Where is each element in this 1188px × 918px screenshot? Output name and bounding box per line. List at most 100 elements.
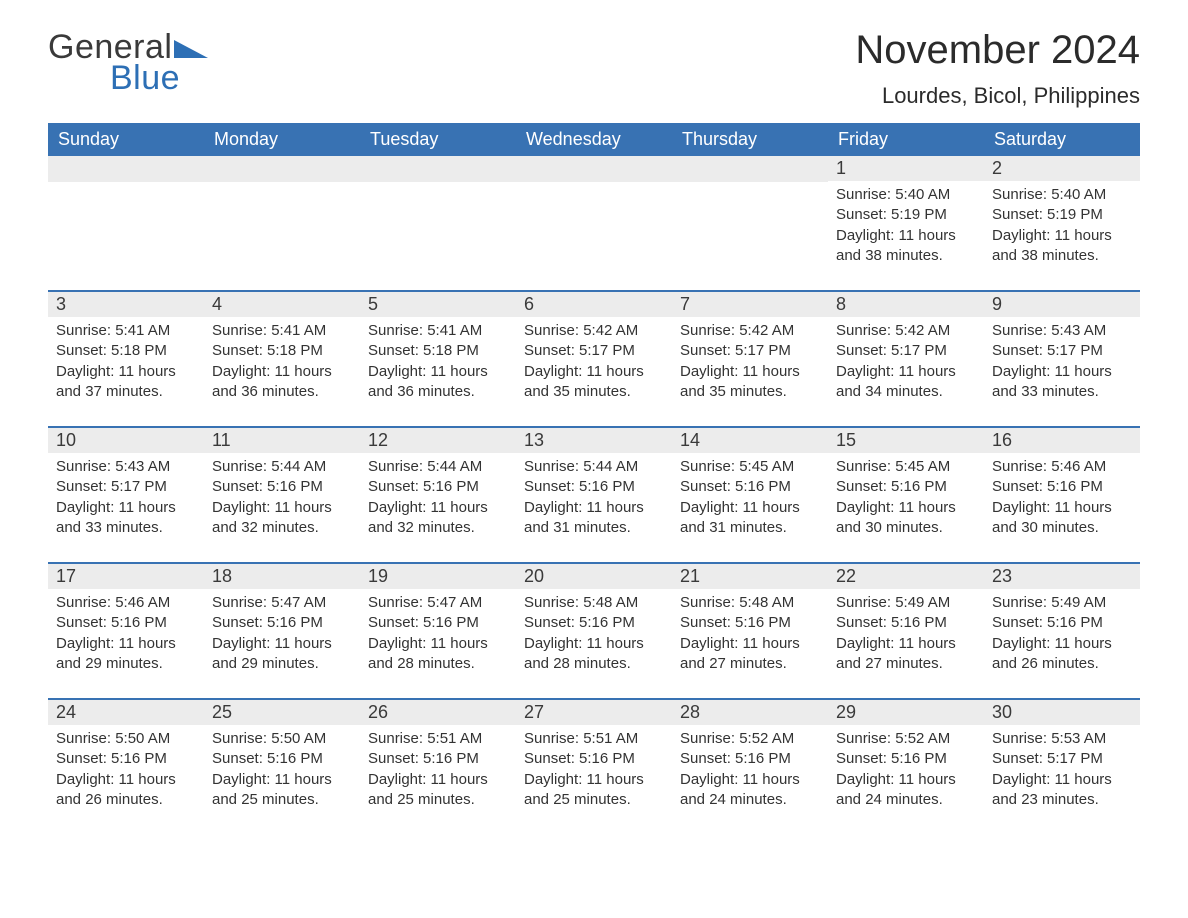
day-details: Sunrise: 5:41 AMSunset: 5:18 PMDaylight:…	[360, 317, 516, 402]
day-details: Sunrise: 5:44 AMSunset: 5:16 PMDaylight:…	[204, 453, 360, 538]
day-number: 21	[672, 562, 828, 589]
sunset-line: Sunset: 5:17 PM	[992, 341, 1132, 361]
day-number: 12	[360, 426, 516, 453]
calendar-day-cell: 20Sunrise: 5:48 AMSunset: 5:16 PMDayligh…	[516, 562, 672, 698]
daylight-line: Daylight: 11 hours and 25 minutes.	[368, 770, 508, 811]
day-number: 5	[360, 290, 516, 317]
daylight-line: Daylight: 11 hours and 38 minutes.	[992, 226, 1132, 267]
daynum-bar-empty	[672, 156, 828, 182]
sunrise-line: Sunrise: 5:52 AM	[680, 729, 820, 749]
day-number: 25	[204, 698, 360, 725]
day-number: 4	[204, 290, 360, 317]
calendar-day-cell: 10Sunrise: 5:43 AMSunset: 5:17 PMDayligh…	[48, 426, 204, 562]
sunrise-line: Sunrise: 5:41 AM	[368, 321, 508, 341]
calendar-day-cell: 17Sunrise: 5:46 AMSunset: 5:16 PMDayligh…	[48, 562, 204, 698]
day-number: 18	[204, 562, 360, 589]
weekday-header: Friday	[828, 123, 984, 156]
logo-text-blue: Blue	[110, 59, 208, 98]
daylight-line: Daylight: 11 hours and 36 minutes.	[368, 362, 508, 403]
sunset-line: Sunset: 5:16 PM	[524, 749, 664, 769]
calendar-day-cell: 15Sunrise: 5:45 AMSunset: 5:16 PMDayligh…	[828, 426, 984, 562]
calendar-week-row: 10Sunrise: 5:43 AMSunset: 5:17 PMDayligh…	[48, 426, 1140, 562]
calendar-week-row: 24Sunrise: 5:50 AMSunset: 5:16 PMDayligh…	[48, 698, 1140, 834]
day-details: Sunrise: 5:53 AMSunset: 5:17 PMDaylight:…	[984, 725, 1140, 810]
day-details: Sunrise: 5:45 AMSunset: 5:16 PMDaylight:…	[828, 453, 984, 538]
day-details: Sunrise: 5:43 AMSunset: 5:17 PMDaylight:…	[984, 317, 1140, 402]
weekday-header: Monday	[204, 123, 360, 156]
daylight-line: Daylight: 11 hours and 30 minutes.	[992, 498, 1132, 539]
calendar-week-row: 3Sunrise: 5:41 AMSunset: 5:18 PMDaylight…	[48, 290, 1140, 426]
day-details: Sunrise: 5:49 AMSunset: 5:16 PMDaylight:…	[828, 589, 984, 674]
day-details: Sunrise: 5:42 AMSunset: 5:17 PMDaylight:…	[828, 317, 984, 402]
daylight-line: Daylight: 11 hours and 34 minutes.	[836, 362, 976, 403]
sunrise-line: Sunrise: 5:50 AM	[212, 729, 352, 749]
sunrise-line: Sunrise: 5:40 AM	[992, 185, 1132, 205]
sunset-line: Sunset: 5:16 PM	[680, 613, 820, 633]
calendar-day-cell: 12Sunrise: 5:44 AMSunset: 5:16 PMDayligh…	[360, 426, 516, 562]
day-number: 17	[48, 562, 204, 589]
day-number: 23	[984, 562, 1140, 589]
calendar-empty-cell	[516, 156, 672, 290]
sunset-line: Sunset: 5:16 PM	[212, 749, 352, 769]
daylight-line: Daylight: 11 hours and 30 minutes.	[836, 498, 976, 539]
calendar-day-cell: 1Sunrise: 5:40 AMSunset: 5:19 PMDaylight…	[828, 156, 984, 290]
day-number: 24	[48, 698, 204, 725]
daylight-line: Daylight: 11 hours and 24 minutes.	[680, 770, 820, 811]
sunset-line: Sunset: 5:16 PM	[836, 613, 976, 633]
day-number: 20	[516, 562, 672, 589]
day-details: Sunrise: 5:41 AMSunset: 5:18 PMDaylight:…	[48, 317, 204, 402]
day-details: Sunrise: 5:42 AMSunset: 5:17 PMDaylight:…	[516, 317, 672, 402]
sunrise-line: Sunrise: 5:46 AM	[56, 593, 196, 613]
sunrise-line: Sunrise: 5:41 AM	[212, 321, 352, 341]
sunrise-line: Sunrise: 5:47 AM	[212, 593, 352, 613]
sunset-line: Sunset: 5:16 PM	[992, 477, 1132, 497]
sunset-line: Sunset: 5:16 PM	[212, 613, 352, 633]
weekday-header: Thursday	[672, 123, 828, 156]
sunrise-line: Sunrise: 5:47 AM	[368, 593, 508, 613]
calendar-day-cell: 27Sunrise: 5:51 AMSunset: 5:16 PMDayligh…	[516, 698, 672, 834]
sunset-line: Sunset: 5:17 PM	[836, 341, 976, 361]
day-number: 27	[516, 698, 672, 725]
daylight-line: Daylight: 11 hours and 33 minutes.	[992, 362, 1132, 403]
daylight-line: Daylight: 11 hours and 33 minutes.	[56, 498, 196, 539]
logo: General Blue	[48, 28, 208, 98]
day-details: Sunrise: 5:40 AMSunset: 5:19 PMDaylight:…	[984, 181, 1140, 266]
day-number: 3	[48, 290, 204, 317]
daylight-line: Daylight: 11 hours and 26 minutes.	[56, 770, 196, 811]
calendar-day-cell: 6Sunrise: 5:42 AMSunset: 5:17 PMDaylight…	[516, 290, 672, 426]
day-details: Sunrise: 5:46 AMSunset: 5:16 PMDaylight:…	[48, 589, 204, 674]
day-number: 16	[984, 426, 1140, 453]
day-details: Sunrise: 5:52 AMSunset: 5:16 PMDaylight:…	[828, 725, 984, 810]
sunrise-line: Sunrise: 5:43 AM	[56, 457, 196, 477]
day-number: 13	[516, 426, 672, 453]
daynum-bar-empty	[204, 156, 360, 182]
day-details: Sunrise: 5:47 AMSunset: 5:16 PMDaylight:…	[360, 589, 516, 674]
calendar-day-cell: 18Sunrise: 5:47 AMSunset: 5:16 PMDayligh…	[204, 562, 360, 698]
day-details: Sunrise: 5:40 AMSunset: 5:19 PMDaylight:…	[828, 181, 984, 266]
day-number: 1	[828, 156, 984, 181]
day-details: Sunrise: 5:48 AMSunset: 5:16 PMDaylight:…	[672, 589, 828, 674]
sunset-line: Sunset: 5:17 PM	[992, 749, 1132, 769]
calendar-day-cell: 14Sunrise: 5:45 AMSunset: 5:16 PMDayligh…	[672, 426, 828, 562]
calendar-table: SundayMondayTuesdayWednesdayThursdayFrid…	[48, 123, 1140, 834]
sunset-line: Sunset: 5:16 PM	[836, 749, 976, 769]
daylight-line: Daylight: 11 hours and 38 minutes.	[836, 226, 976, 267]
weekday-header: Saturday	[984, 123, 1140, 156]
daylight-line: Daylight: 11 hours and 28 minutes.	[524, 634, 664, 675]
sunrise-line: Sunrise: 5:50 AM	[56, 729, 196, 749]
calendar-empty-cell	[204, 156, 360, 290]
day-details: Sunrise: 5:44 AMSunset: 5:16 PMDaylight:…	[360, 453, 516, 538]
calendar-body: 1Sunrise: 5:40 AMSunset: 5:19 PMDaylight…	[48, 156, 1140, 834]
calendar-header-row: SundayMondayTuesdayWednesdayThursdayFrid…	[48, 123, 1140, 156]
sunset-line: Sunset: 5:16 PM	[524, 613, 664, 633]
sunset-line: Sunset: 5:19 PM	[836, 205, 976, 225]
title-block: November 2024 Lourdes, Bicol, Philippine…	[855, 28, 1140, 109]
daylight-line: Daylight: 11 hours and 31 minutes.	[524, 498, 664, 539]
sunrise-line: Sunrise: 5:49 AM	[836, 593, 976, 613]
day-details: Sunrise: 5:51 AMSunset: 5:16 PMDaylight:…	[516, 725, 672, 810]
daylight-line: Daylight: 11 hours and 32 minutes.	[368, 498, 508, 539]
sunset-line: Sunset: 5:16 PM	[680, 477, 820, 497]
calendar-day-cell: 25Sunrise: 5:50 AMSunset: 5:16 PMDayligh…	[204, 698, 360, 834]
sunrise-line: Sunrise: 5:41 AM	[56, 321, 196, 341]
sunset-line: Sunset: 5:16 PM	[56, 613, 196, 633]
